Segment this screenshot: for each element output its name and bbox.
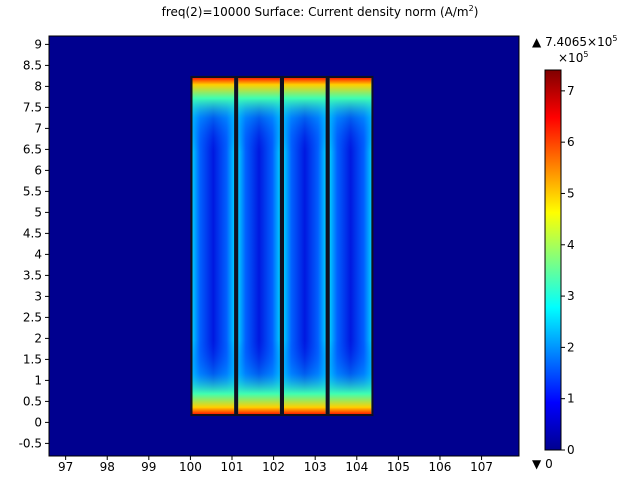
y-tick-label: 5.5 [23,184,42,198]
y-tick-label: 3 [34,289,42,303]
colorbar-gradient [544,69,562,451]
colorbar-tick-label: 6 [567,135,575,149]
plot-frame [48,35,520,457]
x-axis: 97 98 99 100 101 102 103 104 105 106 107 [58,456,493,474]
y-tick-label: 2.5 [23,310,42,324]
y-tick-label: -0.5 [19,436,42,450]
conductor-field-vertical [329,78,372,414]
x-tick-label: 102 [262,460,285,474]
conductor-1 [192,78,235,414]
y-axis: -0.5 0 0.5 1 1.5 2 2.5 3 3.5 4 4.5 5 5.5 6 6.5 7 7.5 8 8.5… [19,37,49,450]
colorbar-tick-label: 1 [567,392,575,406]
y-tick-label: 4.5 [23,226,42,240]
colorbar-tick-label: 4 [567,238,575,252]
conductor-4 [329,78,372,414]
conductor-field-vertical [284,78,326,414]
conductor-2 [238,78,280,414]
colorbar-tick-label: 3 [567,289,575,303]
y-tick-label: 2 [34,331,42,345]
y-tick-label: 6 [34,163,42,177]
y-tick-label: 7 [34,121,42,135]
x-tick-label: 104 [345,460,368,474]
x-tick-label: 105 [387,460,410,474]
y-tick-label: 5 [34,205,42,219]
y-tick-label: 0.5 [23,394,42,408]
y-tick-label: 7.5 [23,100,42,114]
colorbar-max-label: ▲ 7.4065×105 [532,34,618,49]
chart-title: freq(2)=10000 Surface: Current density n… [161,4,479,19]
conductor-field-vertical [192,78,235,414]
y-tick-label: 3.5 [23,268,42,282]
x-tick-label: 97 [58,460,73,474]
x-tick-label: 107 [470,460,493,474]
colorbar-tick-label: 7 [567,84,575,98]
y-tick-label: 8 [34,79,42,93]
x-tick-label: 103 [304,460,327,474]
conductor-field-vertical [238,78,280,414]
colorbar-scale-label: ×105 [558,50,589,65]
x-tick-label: 99 [141,460,156,474]
colorbar-min-label: ▼ 0 [532,457,553,471]
colorbar: 0 1 2 3 4 5 6 7 [544,69,575,457]
y-tick-label: 6.5 [23,142,42,156]
colorbar-tick-label: 2 [567,340,575,354]
plot-area [48,35,520,457]
y-tick-label: 8.5 [23,58,42,72]
x-tick-label: 98 [100,460,115,474]
y-tick-label: 1 [34,373,42,387]
x-tick-label: 100 [179,460,202,474]
x-tick-label: 106 [429,460,452,474]
y-tick-label: 1.5 [23,352,42,366]
y-tick-label: 9 [34,37,42,51]
x-tick-label: 101 [221,460,244,474]
y-tick-label: 4 [34,247,42,261]
y-tick-label: 0 [34,415,42,429]
conductor-3 [284,78,326,414]
colorbar-tick-label: 0 [567,443,575,457]
colorbar-tick-label: 5 [567,186,575,200]
